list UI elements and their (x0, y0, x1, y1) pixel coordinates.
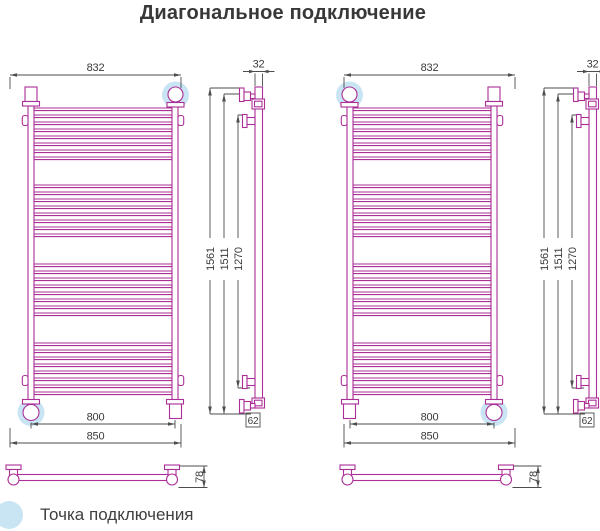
dim-depth-left: 78 (194, 471, 206, 483)
dim-overall-height-right: 1561 (539, 247, 551, 271)
dim-overall-width-left: 850 (87, 431, 105, 443)
dim-bracket-span-left: 1270 (233, 247, 245, 271)
dim-valve-offset-right: 62 (582, 416, 593, 427)
dim-pipe-width-right: 32 (587, 59, 599, 71)
dim-depth-right: 78 (528, 471, 540, 483)
dim-overall-width-right: 850 (421, 431, 439, 443)
legend: Точка подключения (0, 501, 194, 529)
dim-bracket-span-right: 1270 (567, 247, 579, 271)
dim-top-width-left: 832 (87, 62, 105, 74)
top-view-right (339, 464, 543, 489)
connection-point-marker (0, 501, 23, 529)
dim-overall-height-left: 1561 (205, 247, 217, 271)
front-view-right (335, 72, 516, 449)
legend-label: Точка подключения (40, 505, 194, 524)
dim-axis-width-right: 800 (421, 412, 439, 424)
dim-axis-width-left: 800 (87, 412, 105, 424)
top-view-left (5, 464, 209, 489)
dim-connection-height-right: 1511 (553, 247, 565, 270)
dim-connection-height-left: 1511 (219, 247, 231, 270)
page-title: Диагональное подключение (139, 2, 427, 24)
dim-top-width-right: 832 (421, 62, 439, 74)
dim-valve-offset-left: 62 (248, 416, 259, 427)
dim-pipe-width-left: 32 (253, 59, 265, 71)
front-view-left (9, 72, 190, 449)
